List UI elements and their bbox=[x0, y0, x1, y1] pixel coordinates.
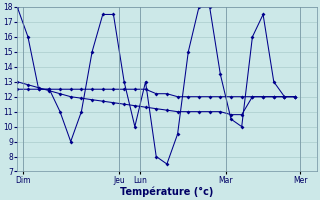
X-axis label: Température (°c): Température (°c) bbox=[120, 186, 213, 197]
